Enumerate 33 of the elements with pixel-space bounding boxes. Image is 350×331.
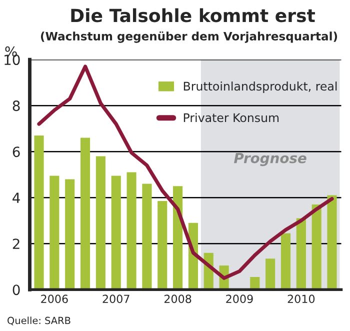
- chart-title: Die Talsohle kommt erst: [71, 8, 315, 22]
- y-tick-label: 0: [12, 284, 20, 296]
- y-tick-label: 4: [12, 192, 20, 203]
- y-tick-label: 10: [4, 54, 20, 66]
- bar: [111, 176, 121, 290]
- y-tick-label: 2: [12, 238, 20, 249]
- bar: [65, 179, 75, 290]
- bar: [142, 184, 152, 290]
- bar: [80, 138, 90, 290]
- x-tick-label: 2009: [226, 294, 253, 304]
- bar: [280, 233, 291, 290]
- bar: [96, 156, 106, 290]
- legend-label: Privater Konsum: [184, 113, 279, 122]
- bar: [327, 195, 337, 290]
- bar: [34, 135, 44, 290]
- y-axis-title: %: [5, 46, 17, 57]
- bar: [50, 176, 60, 290]
- bar: [266, 258, 276, 290]
- x-tick-label: 2006: [41, 294, 68, 304]
- chart-subtitle: (Wachstum gegenüber dem Vorjahresquartal): [40, 31, 338, 43]
- x-tick-label: 2007: [102, 294, 130, 304]
- bar: [158, 201, 168, 290]
- bar: [126, 172, 136, 290]
- annotation: Prognose: [234, 152, 306, 166]
- x-tick-label: 2008: [164, 294, 192, 304]
- source-note: Quelle: SARB: [8, 316, 70, 326]
- bar: [173, 186, 183, 290]
- bar: [312, 204, 322, 290]
- y-tick-label: 6: [12, 146, 20, 158]
- x-tick-label: 2010: [288, 294, 315, 304]
- bar: [296, 218, 306, 290]
- legend-label: Bruttoinlandsprodukt, real: [184, 82, 337, 93]
- y-tick-label: 8: [12, 100, 20, 112]
